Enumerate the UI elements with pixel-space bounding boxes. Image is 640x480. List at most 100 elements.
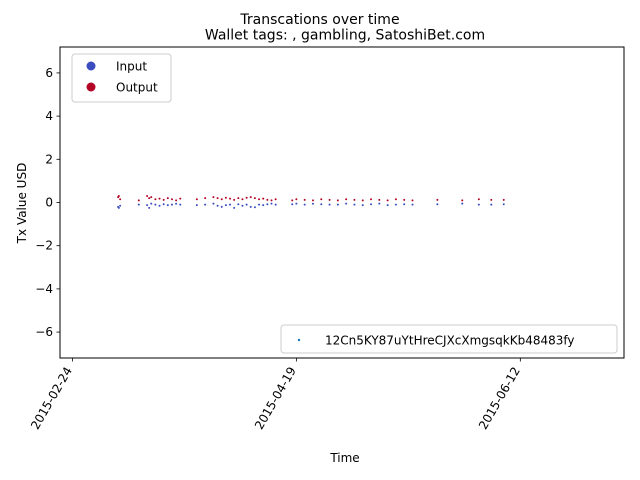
input-point bbox=[295, 202, 298, 205]
output-point bbox=[154, 198, 157, 201]
output-point bbox=[490, 198, 493, 201]
input-point bbox=[166, 204, 169, 207]
chart-title: Transcations over time bbox=[239, 12, 399, 28]
output-point bbox=[345, 198, 348, 201]
y-tick-label: −2 bbox=[35, 239, 53, 253]
output-point bbox=[328, 198, 331, 201]
input-point bbox=[233, 206, 236, 209]
output-point bbox=[170, 198, 173, 201]
input-point bbox=[204, 203, 207, 206]
input-point bbox=[436, 203, 439, 206]
input-point bbox=[253, 206, 256, 209]
input-point bbox=[170, 203, 173, 206]
output-point bbox=[166, 197, 169, 200]
output-point bbox=[212, 196, 215, 199]
input-point bbox=[249, 205, 252, 208]
y-axis: −6 −4 −2 0 2 4 6 bbox=[35, 66, 60, 339]
input-point bbox=[361, 204, 364, 207]
input-point bbox=[386, 204, 389, 207]
output-point bbox=[241, 198, 244, 201]
input-point bbox=[150, 202, 153, 205]
y-tick-label: −4 bbox=[35, 282, 53, 296]
y-tick-label: 4 bbox=[45, 109, 53, 123]
data-points bbox=[117, 195, 505, 209]
legend-input-marker bbox=[86, 61, 96, 71]
output-point bbox=[233, 198, 236, 201]
input-point bbox=[320, 203, 323, 206]
x-axis-label: Time bbox=[329, 451, 359, 465]
output-point bbox=[258, 198, 261, 201]
input-point bbox=[146, 204, 149, 207]
output-point bbox=[237, 197, 240, 200]
input-point bbox=[311, 202, 314, 205]
output-point bbox=[216, 197, 219, 200]
input-point bbox=[394, 203, 397, 206]
output-point bbox=[220, 198, 223, 201]
input-point bbox=[212, 202, 215, 205]
output-point bbox=[270, 199, 273, 202]
input-point bbox=[461, 202, 464, 205]
input-point bbox=[216, 204, 219, 207]
y-tick-label: 6 bbox=[45, 66, 53, 80]
legend-wallet-frame bbox=[280, 324, 618, 354]
output-point bbox=[303, 198, 306, 201]
input-point bbox=[154, 203, 157, 206]
output-point bbox=[378, 198, 381, 201]
output-point bbox=[249, 196, 252, 199]
output-point bbox=[461, 199, 464, 202]
legend-wallet: 12Cn5KY87uYtHreCJXcXmgsqkKb48483fy bbox=[280, 324, 618, 354]
legend-wallet-label: 12Cn5KY87uYtHreCJXcXmgsqkKb48483fy bbox=[325, 334, 575, 348]
input-point bbox=[262, 204, 265, 207]
output-point bbox=[117, 195, 120, 198]
input-point bbox=[477, 203, 480, 206]
input-point bbox=[353, 203, 356, 206]
input-point bbox=[245, 203, 248, 206]
y-tick-label: 0 bbox=[45, 196, 53, 210]
output-point bbox=[137, 199, 140, 202]
input-point bbox=[291, 203, 294, 206]
input-point bbox=[411, 203, 414, 206]
input-point bbox=[158, 204, 161, 207]
output-point bbox=[502, 198, 505, 201]
output-point bbox=[158, 197, 161, 200]
y-tick-label: 2 bbox=[45, 152, 53, 166]
input-point bbox=[490, 203, 493, 206]
output-point bbox=[370, 198, 373, 201]
plot-frame bbox=[59, 46, 625, 359]
legend-input-label: Input bbox=[116, 60, 147, 74]
input-point bbox=[148, 206, 151, 209]
output-point bbox=[436, 198, 439, 201]
output-point bbox=[224, 196, 227, 199]
output-point bbox=[266, 198, 269, 201]
output-point bbox=[175, 199, 178, 202]
input-point bbox=[336, 203, 339, 206]
legend-wallet-marker bbox=[297, 338, 301, 342]
input-point bbox=[258, 203, 261, 206]
input-point bbox=[162, 203, 165, 206]
input-point bbox=[274, 203, 277, 206]
input-point bbox=[237, 203, 240, 206]
output-point bbox=[162, 198, 165, 201]
input-point bbox=[224, 204, 227, 207]
x-tick-label: 2015-06-12 bbox=[476, 365, 523, 432]
input-point bbox=[403, 203, 406, 206]
input-point bbox=[378, 202, 381, 205]
input-point bbox=[220, 205, 223, 208]
output-point bbox=[274, 198, 277, 201]
y-axis-label: Tx Value USD bbox=[15, 163, 29, 245]
output-point bbox=[320, 198, 323, 201]
legend-output-marker bbox=[86, 82, 96, 92]
output-point bbox=[291, 199, 294, 202]
output-point bbox=[229, 197, 232, 200]
input-point bbox=[137, 203, 140, 206]
input-point bbox=[345, 202, 348, 205]
input-point bbox=[195, 204, 198, 207]
input-point bbox=[179, 203, 182, 206]
input-point bbox=[241, 204, 244, 207]
output-point bbox=[262, 197, 265, 200]
output-point bbox=[150, 196, 153, 199]
input-point bbox=[175, 202, 178, 205]
x-tick-label: 2015-04-19 bbox=[252, 365, 299, 432]
output-point bbox=[311, 199, 314, 202]
